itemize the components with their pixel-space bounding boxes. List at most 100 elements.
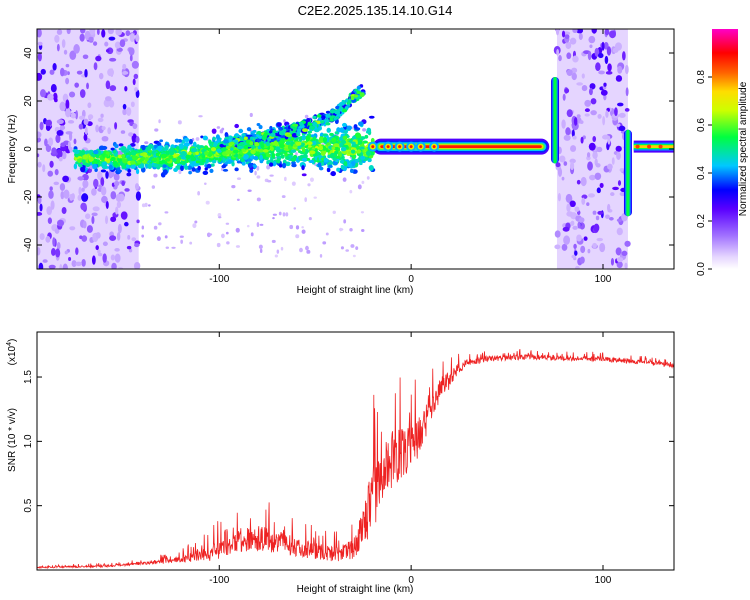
noise-speckle (612, 47, 619, 53)
noise-speckle (624, 262, 628, 269)
background-speckle (158, 119, 161, 124)
noise-speckle (78, 186, 82, 196)
noise-speckle (97, 117, 104, 123)
signal-speckle (323, 157, 329, 163)
signal-speckle (347, 163, 353, 168)
signal-speckle (301, 134, 306, 141)
spectrogram-ylabel: Frequency (Hz) (7, 115, 18, 184)
noise-speckle (95, 232, 101, 239)
noise-speckle (45, 119, 53, 127)
noise-speckle (51, 147, 57, 155)
noise-speckle (618, 112, 626, 118)
signal-speckle (106, 158, 111, 164)
noise-speckle (88, 36, 94, 42)
background-speckle (204, 182, 207, 185)
background-speckle (362, 128, 367, 132)
bright-patch (296, 130, 301, 135)
noise-speckle (55, 149, 63, 159)
noise-speckle (48, 190, 54, 199)
noise-speckle (609, 30, 616, 39)
noise-speckle (91, 255, 96, 265)
bright-patch (297, 145, 302, 150)
snr-scale-label: (x104) (6, 339, 18, 366)
noise-speckle (68, 91, 76, 98)
noise-speckle (563, 161, 568, 166)
bright-patch (204, 151, 209, 156)
background-speckle (271, 239, 276, 244)
noise-speckle (563, 235, 571, 245)
bright-patch (311, 140, 317, 146)
signal-speckle (98, 145, 105, 151)
noise-speckle (39, 233, 45, 241)
noise-speckle (122, 63, 127, 70)
signal-speckle (79, 150, 86, 156)
signal-speckle (114, 144, 119, 149)
signal-speckle (356, 149, 361, 154)
noise-speckle (114, 253, 121, 263)
signal-speckle (102, 161, 106, 166)
noise-speckle (56, 29, 63, 35)
noise-speckle (75, 261, 83, 267)
bright-patch (338, 142, 343, 148)
noise-speckle (93, 41, 98, 46)
snr-scale-prefix: (x10 (7, 345, 18, 365)
noise-speckle (596, 237, 604, 242)
spectrogram-axes: -100 0 100 -40 -20 0 20 40 (23, 29, 674, 285)
y-tick-label: -20 (23, 189, 34, 204)
noise-speckle (128, 132, 134, 137)
signal-speckle (93, 149, 99, 155)
branch-speckle (325, 110, 331, 114)
noise-speckle (616, 227, 623, 236)
noise-speckle (44, 138, 48, 147)
noise-speckle (85, 213, 91, 220)
noise-speckle (84, 126, 88, 136)
carrier-tail-node (658, 144, 663, 149)
noise-speckle (606, 46, 612, 56)
noise-speckle (105, 170, 109, 179)
background-speckle (289, 224, 294, 230)
signal-speckle (231, 161, 235, 167)
noise-speckle (580, 176, 587, 187)
signal-speckle (265, 153, 271, 159)
bright-patch (263, 132, 268, 138)
signal-speckle (368, 115, 375, 119)
signal-speckle (331, 137, 337, 143)
noise-speckle (570, 145, 577, 152)
noise-speckle (97, 249, 101, 254)
noise-speckle (586, 152, 591, 158)
noise-speckle (595, 62, 601, 71)
noise-speckle (84, 69, 88, 78)
signal-speckle (334, 131, 339, 135)
noise-speckle (87, 102, 92, 109)
noise-speckle (67, 71, 70, 76)
signal-speckle (366, 150, 372, 157)
noise-speckle (126, 245, 132, 250)
signal-speckle (354, 158, 360, 162)
signal-speckle (224, 161, 229, 165)
noise-speckle (597, 52, 604, 59)
noise-speckle (110, 254, 116, 261)
background-speckle (256, 175, 261, 179)
background-speckle (272, 216, 275, 220)
background-speckle (219, 129, 224, 134)
noise-speckle (69, 226, 76, 231)
branch-speckle (316, 114, 322, 118)
branch-speckle (282, 128, 287, 133)
noise-speckle (593, 223, 600, 232)
noise-speckle (83, 133, 88, 141)
bright-patch (140, 156, 146, 161)
bright-patch (229, 147, 234, 151)
noise-speckle (124, 85, 128, 92)
background-speckle (278, 211, 282, 216)
noise-speckle (104, 41, 109, 47)
noise-speckle (69, 50, 77, 60)
signal-speckle (108, 164, 113, 171)
branch-speckle (338, 101, 345, 106)
bright-patch (190, 147, 198, 153)
signal-speckle (342, 135, 348, 141)
bright-patch (295, 141, 302, 146)
noise-speckle (37, 137, 41, 143)
signal-speckle (276, 158, 281, 164)
noise-speckle (590, 110, 597, 116)
noise-speckle (573, 243, 577, 250)
